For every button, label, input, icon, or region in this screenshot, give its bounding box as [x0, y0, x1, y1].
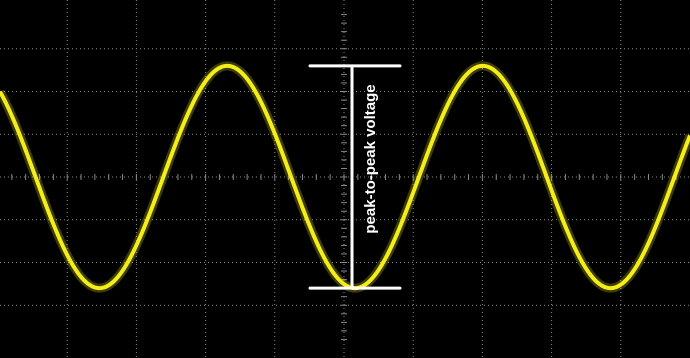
peak-to-peak-marker: peak-to-peak voltage	[308, 64, 402, 290]
signal-trace	[0, 63, 690, 291]
peak-to-peak-label: peak-to-peak voltage	[362, 84, 379, 233]
